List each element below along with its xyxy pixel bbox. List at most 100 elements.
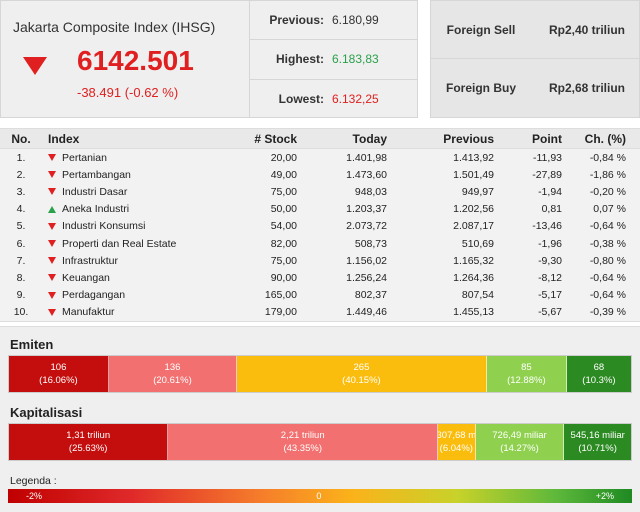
header-no: No. (11, 131, 31, 146)
row-index: Pertambangan (42, 169, 227, 181)
kapitalisasi-segment-percent: (43.35%) (283, 443, 322, 454)
foreign-panel: Foreign Sell Rp2,40 triliun Foreign Buy … (430, 0, 640, 118)
kapitalisasi-segment-percent: (6.04%) (439, 443, 473, 454)
down-arrow-icon (48, 154, 56, 162)
kapitalisasi-segment-value: 307,68 m (438, 430, 476, 441)
row-index-label: Perdagangan (62, 289, 126, 302)
row-index-label: Keuangan (62, 271, 110, 284)
header-point: Point (532, 131, 562, 146)
row-no: 2. (16, 168, 26, 181)
row-index: Industri Konsumsi (42, 220, 227, 232)
row-no: 4. (16, 203, 26, 216)
legend-min: -2% (26, 491, 43, 501)
header-stock: # Stock (254, 131, 297, 146)
row-today: 2.073,72 (346, 220, 387, 233)
row-previous: 1.264,36 (453, 271, 494, 284)
emiten-segment: 136 (20.61%) (108, 356, 238, 392)
row-no: 9. (16, 289, 26, 302)
emiten-segment-value: 265 (353, 362, 370, 373)
down-arrow-icon (48, 308, 56, 316)
table-header: No. Index # Stock Today Previous Point C… (0, 129, 640, 149)
table-row: 8. Keuangan 90,00 1.256,24 1.264,36 -8,12 -0,6… (0, 269, 640, 286)
row-index: Pertanian (42, 152, 227, 164)
row-index: Infrastruktur (42, 255, 227, 267)
row-point: -9,30 (538, 254, 562, 267)
header-previous: Previous (443, 131, 494, 146)
emiten-segment-percent: (16.06%) (39, 375, 78, 386)
kapitalisasi-bar: 1,31 triliun (25.63%) 2,21 triliun (43.35%)… (8, 423, 632, 461)
emiten-segment-value: 68 (593, 362, 605, 373)
kapitalisasi-segment-value: 1,31 triliun (66, 430, 111, 441)
row-index: Properti dan Real Estate (42, 238, 227, 250)
ihsg-change: -38.491 (-0.62 %) (77, 85, 179, 100)
kapitalisasi-title: Kapitalisasi (10, 405, 83, 420)
row-point: -1,94 (538, 185, 562, 198)
kapitalisasi-segment-percent: (25.63%) (68, 443, 108, 454)
row-index-label: Properti dan Real Estate (62, 237, 177, 250)
row-stock: 90,00 (270, 271, 297, 284)
row-stock: 50,00 (270, 203, 297, 216)
stat-previous-value: 6.180,99 (332, 13, 379, 28)
down-arrow-icon (23, 57, 47, 75)
emiten-segment-value: 136 (164, 362, 181, 373)
down-arrow-icon (48, 222, 56, 230)
row-previous: 2.087,17 (453, 220, 494, 233)
emiten-segment: 106 (16.06%) (9, 356, 109, 392)
header-change: Ch. (%) (584, 131, 626, 146)
table-row: 6. Properti dan Real Estate 82,00 508,73 510… (0, 235, 640, 252)
kapitalisasi-segment: 1,31 triliun (25.63%) (9, 424, 169, 460)
market-breadth-panel: Emiten 106 (16.06%) 136 (20.61%) 265 (40.15%)… (0, 326, 640, 512)
row-point: -5,67 (538, 306, 562, 319)
row-today: 508,73 (354, 237, 387, 250)
row-no: 8. (16, 271, 26, 284)
stat-lowest: Lowest: 6.132,25 (250, 80, 417, 119)
kapitalisasi-segment: 307,68 m (6.04%) (438, 424, 476, 460)
row-today: 1.203,37 (346, 203, 387, 216)
stat-highest: Highest: 6.183,83 (250, 40, 417, 80)
row-index: Keuangan (42, 272, 227, 284)
row-point: 0,81 (541, 203, 562, 216)
row-no: 1. (16, 151, 26, 164)
row-change: -0,20 % (589, 185, 626, 198)
row-index-label: Manufaktur (62, 306, 115, 319)
row-change: -0,38 % (589, 237, 626, 250)
kapitalisasi-segment-percent: (10.71%) (578, 443, 617, 454)
row-stock: 75,00 (270, 254, 297, 267)
row-point: -13,46 (532, 220, 562, 233)
kapitalisasi-segment: 726,49 miliar (14.27%) (475, 424, 565, 460)
table-row: 4. Aneka Industri 50,00 1.203,37 1.202,56 0,8… (0, 201, 640, 218)
ihsg-panel: Jakarta Composite Index (IHSG) 6142.501 … (0, 0, 250, 118)
stat-highest-value: 6.183,83 (332, 52, 379, 67)
ihsg-title: Jakarta Composite Index (IHSG) (13, 19, 216, 35)
row-index-label: Pertanian (62, 151, 107, 164)
ihsg-value: 6142.501 (77, 45, 194, 76)
kapitalisasi-segment-percent: (14.27%) (500, 443, 539, 454)
foreign-sell-value: Rp2,40 triliun (548, 22, 625, 37)
down-arrow-icon (48, 274, 56, 282)
table-row: 1. Pertanian 20,00 1.401,98 1.413,92 -11,93 -0… (0, 149, 640, 166)
row-index-label: Pertambangan (62, 168, 131, 181)
row-index-label: Industri Dasar (62, 185, 128, 198)
header-index: Index (48, 131, 80, 146)
table-row: 2. Pertambangan 49,00 1.473,60 1.501,49 -27,8… (0, 166, 640, 183)
row-previous: 1.501,49 (453, 168, 494, 181)
row-stock: 20,00 (270, 151, 297, 164)
table-row: 7. Infrastruktur 75,00 1.156,02 1.165,32 -9,3… (0, 252, 640, 269)
row-point: -5,17 (538, 289, 562, 302)
table-body: 1. Pertanian 20,00 1.401,98 1.413,92 -11,93 -0… (0, 149, 640, 321)
row-previous: 949,97 (461, 185, 494, 198)
row-change: -0,80 % (589, 254, 626, 267)
row-previous: 1.202,56 (453, 203, 494, 216)
row-no: 6. (16, 237, 26, 250)
row-change: -0,39 % (589, 306, 626, 319)
stat-highest-label: Highest: (276, 52, 324, 67)
row-stock: 179,00 (264, 306, 297, 319)
down-arrow-icon (48, 240, 56, 248)
legend-gradient: -2% 0 +2% (8, 489, 632, 503)
ihsg-stats-panel: Previous: 6.180,99 Highest: 6.183,83 Low… (250, 0, 418, 118)
row-index-label: Aneka Industri (62, 203, 130, 216)
row-stock: 54,00 (270, 220, 297, 233)
row-today: 1.256,24 (346, 271, 387, 284)
emiten-bar: 106 (16.06%) 136 (20.61%) 265 (40.15%) 85 (12.8… (8, 355, 632, 393)
row-previous: 1.165,32 (453, 254, 494, 267)
